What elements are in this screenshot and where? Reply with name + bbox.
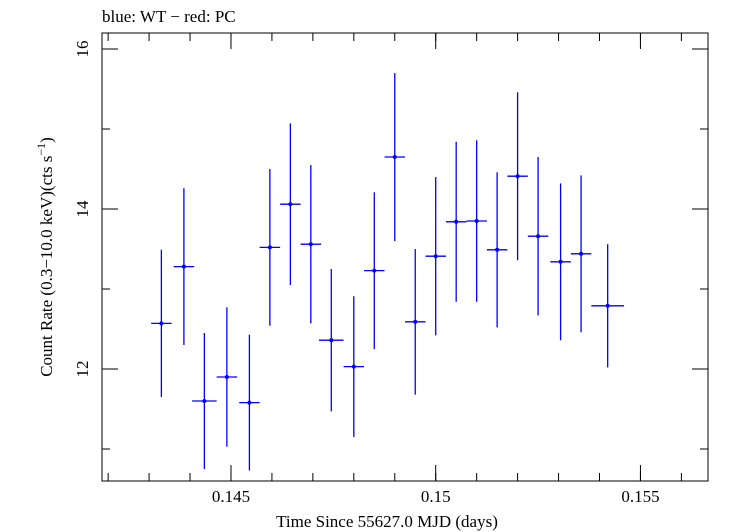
data-point: [319, 269, 344, 412]
data-point: [192, 333, 217, 469]
data-point: [280, 123, 301, 285]
plot-frame: [101, 32, 709, 482]
data-point: [300, 165, 322, 324]
y-axis-label: Count Rate (0.3−10.0 keV)(cts s−1): [34, 137, 56, 377]
point-marker: [159, 321, 164, 326]
data-point: [570, 175, 592, 333]
point-marker: [288, 202, 293, 207]
point-marker: [329, 338, 334, 343]
data-point: [425, 177, 446, 336]
x-tick-label: 0.145: [212, 487, 250, 506]
point-marker: [247, 400, 252, 405]
data-point: [259, 169, 281, 326]
data-point: [364, 192, 385, 349]
y-axis-label-close: ): [37, 137, 56, 143]
data-point: [550, 183, 571, 341]
y-axis-label-sup: −1: [34, 143, 48, 156]
axis-ticks: [102, 33, 708, 481]
point-marker: [433, 254, 438, 259]
point-marker: [392, 155, 397, 159]
point-marker: [605, 303, 610, 308]
y-axis-label-main: Count Rate (0.3−10.0 keV)(cts s: [37, 156, 56, 377]
data-point: [173, 188, 195, 345]
data-point: [216, 307, 238, 447]
data-point: [384, 73, 405, 241]
point-marker: [351, 364, 356, 369]
point-marker: [558, 259, 563, 264]
point-marker: [267, 245, 272, 250]
data-point: [405, 249, 426, 395]
chart-title: blue: WT − red: PC: [102, 7, 236, 26]
point-marker: [495, 247, 500, 252]
point-marker: [454, 219, 459, 224]
x-tick-label: 0.15: [421, 487, 451, 506]
data-point: [445, 141, 467, 302]
data-points: [151, 73, 625, 471]
tick-labels: 0.145 0.15 0.155 12 14 16: [73, 41, 660, 507]
data-point: [591, 244, 625, 368]
point-marker: [579, 251, 584, 256]
point-marker: [515, 174, 520, 179]
data-point: [527, 157, 549, 316]
data-point: [239, 334, 260, 471]
point-marker: [413, 319, 418, 324]
data-point: [466, 140, 487, 302]
x-tick-label: 0.155: [621, 487, 659, 506]
data-point: [507, 92, 528, 261]
data-point: [343, 296, 365, 437]
point-marker: [181, 264, 186, 269]
data-point: [486, 172, 508, 328]
point-marker: [202, 399, 207, 403]
point-marker: [308, 242, 313, 247]
point-marker: [224, 375, 229, 379]
point-marker: [474, 219, 479, 223]
data-point: [151, 249, 172, 397]
y-tick-label: 16: [73, 41, 92, 58]
point-marker: [372, 268, 377, 273]
point-marker: [536, 234, 541, 239]
y-tick-label: 12: [73, 361, 92, 378]
y-tick-label: 14: [73, 200, 92, 218]
x-axis-label: Time Since 55627.0 MJD (days): [276, 512, 498, 531]
